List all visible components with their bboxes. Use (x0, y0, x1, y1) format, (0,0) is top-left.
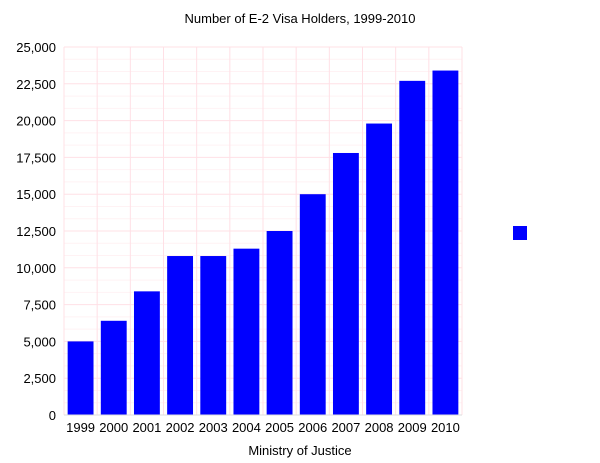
legend-swatch (513, 226, 527, 240)
y-tick-label: 7,500 (23, 298, 56, 313)
x-tick-label: 2001 (132, 420, 161, 435)
x-tick-label: 2007 (331, 420, 360, 435)
y-tick-label: 25,000 (16, 40, 56, 55)
chart-title: Number of E-2 Visa Holders, 1999-2010 (185, 11, 416, 26)
bar-2002 (167, 256, 194, 415)
y-axis-ticks: 0 2,500 5,000 7,500 10,000 12,500 15,000 17,500… (16, 40, 56, 423)
y-tick-label: 5,000 (23, 334, 56, 349)
bar-2004 (233, 248, 260, 415)
bar-1999 (67, 341, 94, 415)
x-axis-ticks: 1999 2000 2001 2002 2003 2004 2005 2006 2007 2008… (66, 420, 460, 435)
bar-2005 (266, 231, 293, 415)
y-tick-label: 20,000 (16, 114, 56, 129)
x-tick-label: 1999 (66, 420, 95, 435)
y-tick-label: 0 (49, 408, 56, 423)
bar-2003 (200, 256, 227, 415)
y-tick-label: 15,000 (16, 187, 56, 202)
bar-2010 (432, 70, 459, 415)
y-tick-label: 12,500 (16, 224, 56, 239)
x-tick-label: 2006 (298, 420, 327, 435)
grid-lines (63, 46, 463, 416)
bars (67, 70, 459, 415)
bar-2009 (399, 80, 426, 415)
x-tick-label: 2003 (199, 420, 228, 435)
x-tick-label: 2000 (99, 420, 128, 435)
bar-2000 (100, 320, 127, 415)
x-tick-label: 2008 (365, 420, 394, 435)
x-tick-label: 2010 (431, 420, 460, 435)
bar-2006 (299, 194, 326, 415)
y-tick-label: 2,500 (23, 371, 56, 386)
x-tick-label: 2009 (398, 420, 427, 435)
bar-2001 (133, 291, 160, 415)
x-axis-title: Ministry of Justice (248, 443, 351, 458)
bar-2008 (366, 123, 393, 415)
y-tick-label: 17,500 (16, 150, 56, 165)
x-tick-label: 2004 (232, 420, 261, 435)
x-tick-label: 2005 (265, 420, 294, 435)
bar-2007 (332, 152, 359, 415)
x-tick-label: 2002 (166, 420, 195, 435)
y-tick-label: 10,000 (16, 261, 56, 276)
y-tick-label: 22,500 (16, 77, 56, 92)
